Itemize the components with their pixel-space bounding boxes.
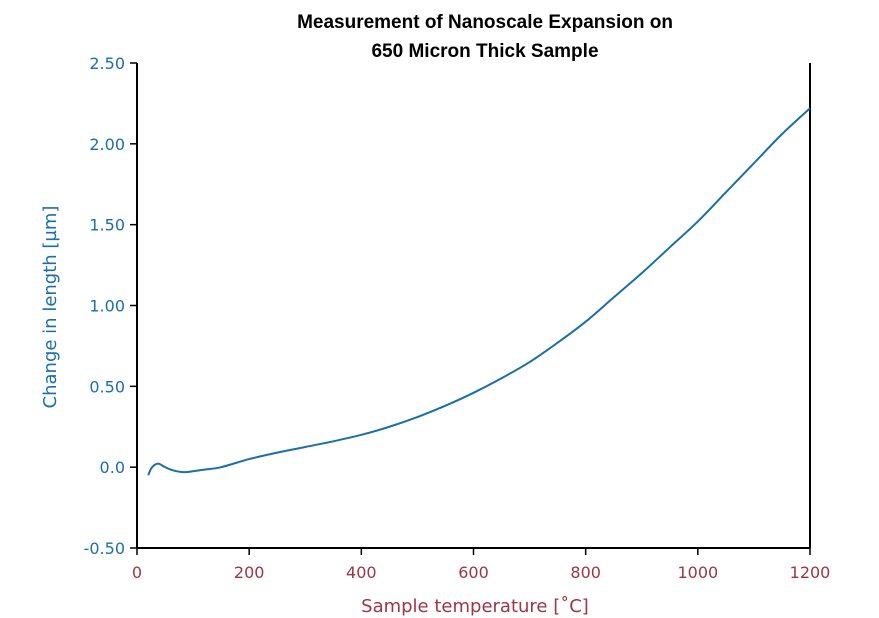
x-tick-label: 600 (458, 563, 489, 582)
chart-title-line-1: Measurement of Nanoscale Expansion on (297, 12, 673, 33)
y-tick-label: 2.50 (89, 54, 125, 73)
x-tick-label: 0 (132, 563, 142, 582)
y-tick-label: 1.50 (89, 216, 125, 235)
y-tick-label: 0.50 (89, 377, 125, 396)
y-axis-label: Change in length [µm] (40, 206, 61, 409)
chart-title: Measurement of Nanoscale Expansion on 65… (297, 12, 673, 62)
chart-title-line-2: 650 Micron Thick Sample (371, 41, 598, 62)
x-tick-label: 1000 (677, 563, 718, 582)
y-tick-label: 0.0 (100, 458, 125, 477)
y-tick-label: -0.50 (84, 539, 125, 558)
x-axis-label: Sample temperature [˚C] (361, 596, 589, 617)
plot-area (147, 107, 811, 476)
x-tick-label: 800 (570, 563, 601, 582)
y-tick-label: 1.00 (89, 297, 125, 316)
x-tick-label: 1200 (790, 563, 831, 582)
x-tick-label: 400 (346, 563, 377, 582)
x-tick-label: 200 (234, 563, 265, 582)
axes: -0.50 0.0 0.50 1.00 1.50 2.00 2.50 0 200 400 600 80… (84, 54, 831, 582)
series-line (147, 107, 811, 476)
y-tick-label: 2.00 (89, 135, 125, 154)
